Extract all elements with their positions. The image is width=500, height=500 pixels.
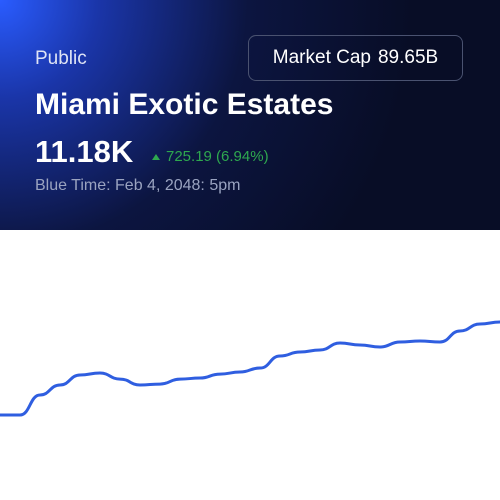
change-value: 725.19 (6.94%)	[166, 148, 269, 165]
market-cap-value: 89.65B	[377, 47, 439, 68]
market-cap-label: Market Cap	[272, 47, 371, 68]
change: 725.19 (6.94%)	[152, 148, 269, 165]
badge: Public	[35, 48, 87, 69]
up-arrow	[152, 153, 160, 160]
chart	[0, 320, 500, 417]
market-cap[interactable]: Market Cap 89.65B	[248, 35, 463, 81]
price-line	[0, 320, 500, 417]
time: Blue Time: Feb 4, 2048: 5pm	[35, 177, 241, 194]
title: Miami Exotic Estates	[35, 88, 334, 121]
price: 11.18K	[35, 134, 134, 169]
header: Public Market Cap 89.65B Miami Exotic Es…	[0, 0, 500, 230]
